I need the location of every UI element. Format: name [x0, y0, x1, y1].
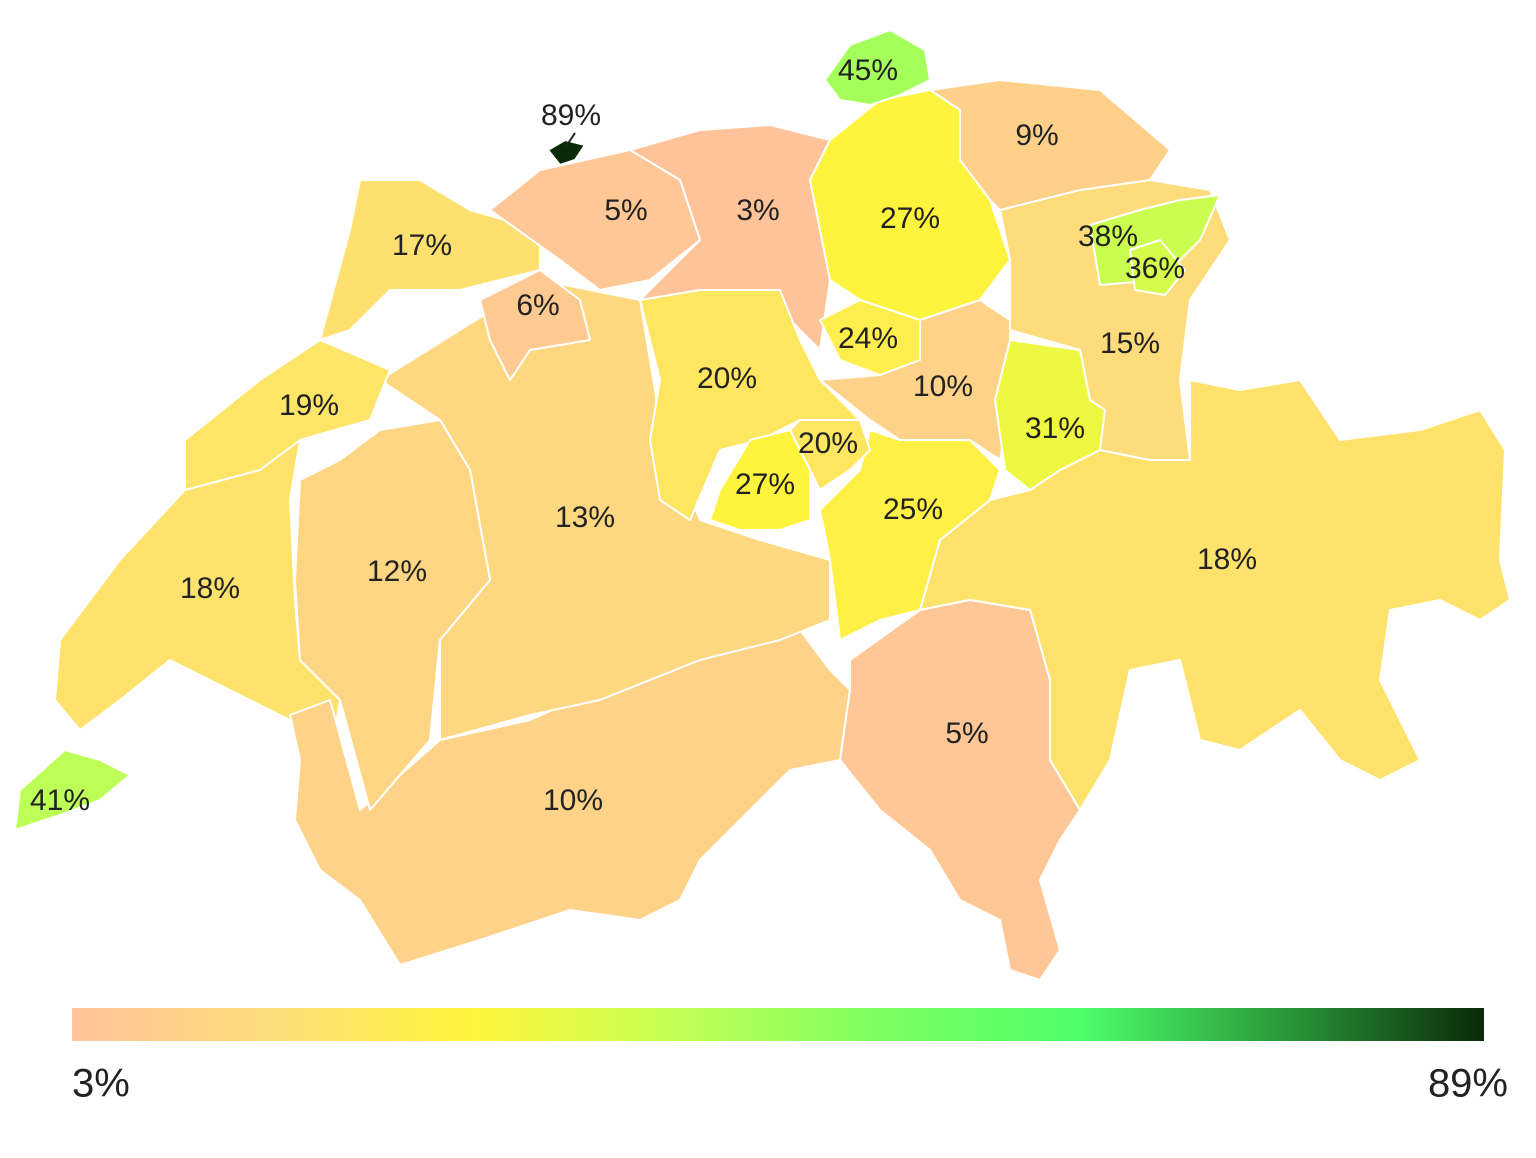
- region: [294, 419, 491, 811]
- region: [819, 429, 1001, 641]
- region-label: 15%: [1100, 327, 1160, 360]
- region-label: 24%: [838, 322, 898, 355]
- region: [14, 749, 131, 831]
- region: [479, 269, 591, 381]
- region-label: 25%: [883, 493, 943, 526]
- region-label: 10%: [913, 370, 973, 403]
- region: [547, 139, 586, 166]
- region-label: 20%: [697, 362, 757, 395]
- region-label: 18%: [1197, 543, 1257, 576]
- region: [1129, 239, 1186, 296]
- region-label: 12%: [367, 555, 427, 588]
- leader-line: [564, 132, 576, 149]
- colorbar: [72, 1008, 1484, 1041]
- region: [839, 599, 1081, 981]
- region: [994, 339, 1106, 491]
- region: [709, 429, 811, 531]
- region-label: 19%: [279, 389, 339, 422]
- region-label: 41%: [30, 784, 90, 817]
- colorbar-tick-label: 3%: [72, 1062, 130, 1106]
- region: [819, 299, 921, 376]
- region-label: 27%: [735, 468, 795, 501]
- region-label: 45%: [838, 54, 898, 87]
- region-label: 9%: [1015, 119, 1058, 152]
- region: [919, 379, 1511, 811]
- region: [489, 149, 701, 291]
- region-label: 10%: [543, 784, 603, 817]
- region-label: 27%: [880, 202, 940, 235]
- region-label: 36%: [1125, 252, 1185, 285]
- region-label: 5%: [604, 194, 647, 227]
- region: [289, 629, 851, 966]
- region-label: 20%: [798, 427, 858, 460]
- region-label: 13%: [555, 501, 615, 534]
- region-label: 18%: [180, 572, 240, 605]
- region: [184, 339, 391, 491]
- colorbar-tick-label: 89%: [1428, 1062, 1508, 1106]
- region-label: 89%: [541, 99, 601, 132]
- region-label: 38%: [1078, 220, 1138, 253]
- region-label: 31%: [1025, 412, 1085, 445]
- region: [824, 29, 931, 106]
- region-label: 3%: [736, 194, 779, 227]
- region: [1089, 194, 1221, 286]
- region: [639, 289, 861, 521]
- region-label: 6%: [516, 289, 559, 322]
- region-label: 5%: [945, 717, 988, 750]
- regions: [14, 29, 1511, 981]
- region-label: 17%: [392, 229, 452, 262]
- labels: 45% 89% 9% 5% 3% 27% 17% 38%36% 6% 24% 15% 20% 10% 19…: [30, 54, 1257, 817]
